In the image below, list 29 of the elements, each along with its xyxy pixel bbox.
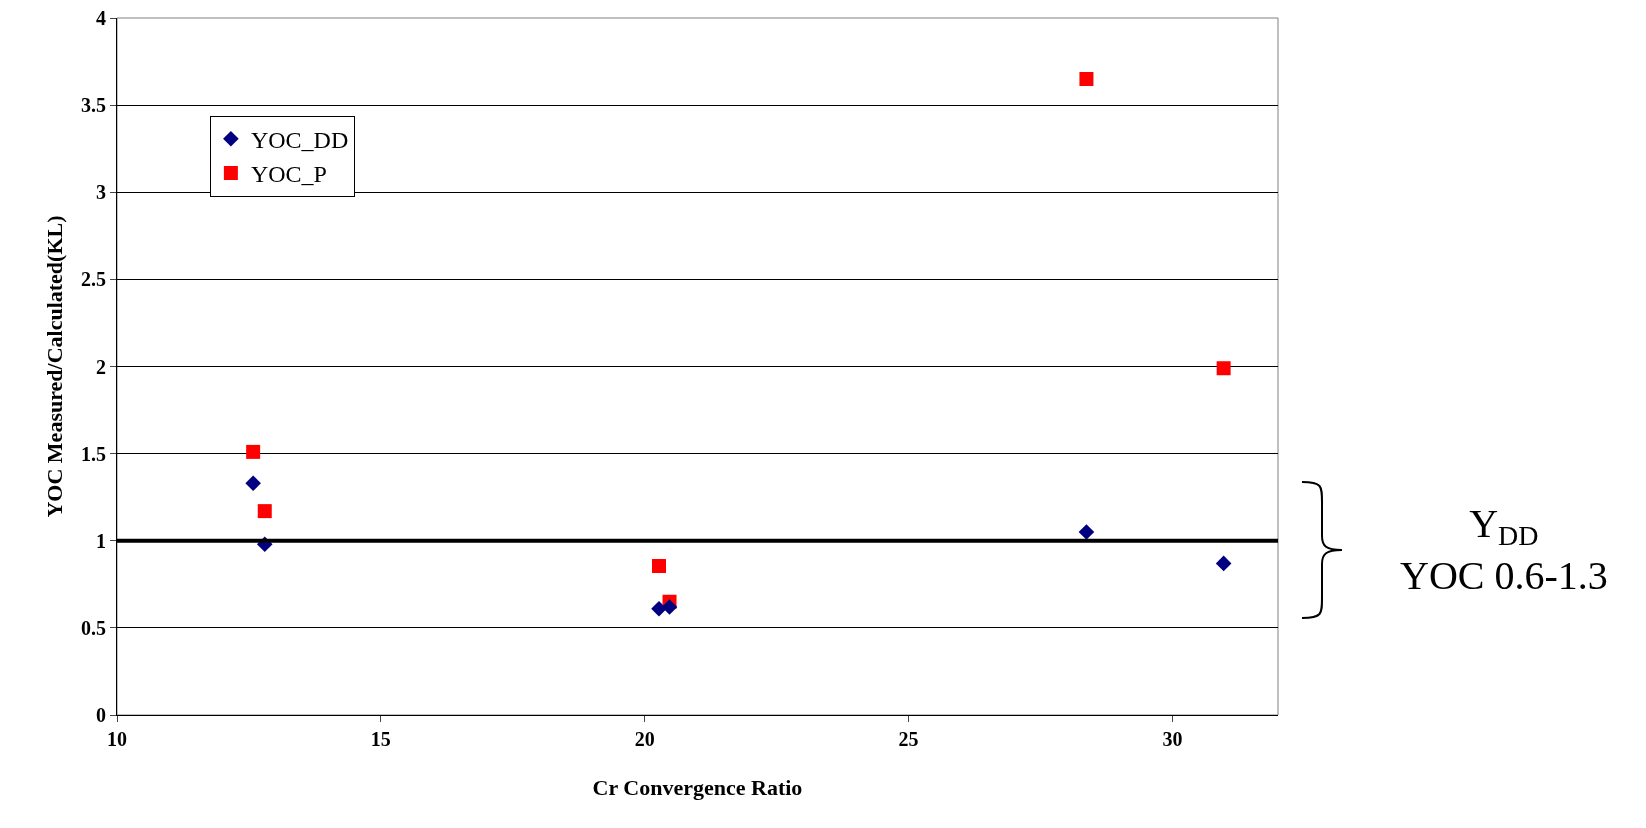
y-tick-label: 3 [96, 181, 106, 204]
point [257, 504, 272, 519]
y-tick-label: 2 [96, 355, 106, 378]
x-tick-label: 15 [370, 728, 391, 750]
point [1215, 555, 1232, 572]
point [651, 600, 667, 617]
y-tick-label: 3.5 [81, 94, 106, 117]
point [1079, 71, 1094, 86]
y-tick-label: 1 [96, 529, 106, 552]
legend-label: YOC_P [250, 161, 327, 188]
point [245, 475, 261, 492]
y-tick-label: 2.5 [81, 268, 106, 291]
y-tick-label: 1.5 [81, 442, 106, 465]
point [246, 444, 261, 459]
point [661, 599, 678, 615]
y-tick-label: 0 [96, 704, 106, 726]
x-tick-label: 25 [898, 728, 919, 750]
x-tick-label: 20 [634, 728, 655, 750]
x-tick-label: 30 [1162, 728, 1183, 750]
x-tick-label: 10 [107, 728, 127, 750]
point [1078, 524, 1095, 540]
legend-label: YOC_DD [250, 127, 349, 154]
y-axis-title: YOC Measured/Calculated(KL) [41, 215, 67, 518]
y-tick-label: 0.5 [81, 616, 106, 639]
x-axis-title: Cr Convergence Ratio [592, 774, 803, 800]
text: Y$_{DD}$ YOC 0.6-1.3 [1400, 501, 1608, 598]
point [1216, 361, 1231, 376]
y-tick-label: 4 [96, 7, 106, 29]
point [651, 559, 666, 574]
